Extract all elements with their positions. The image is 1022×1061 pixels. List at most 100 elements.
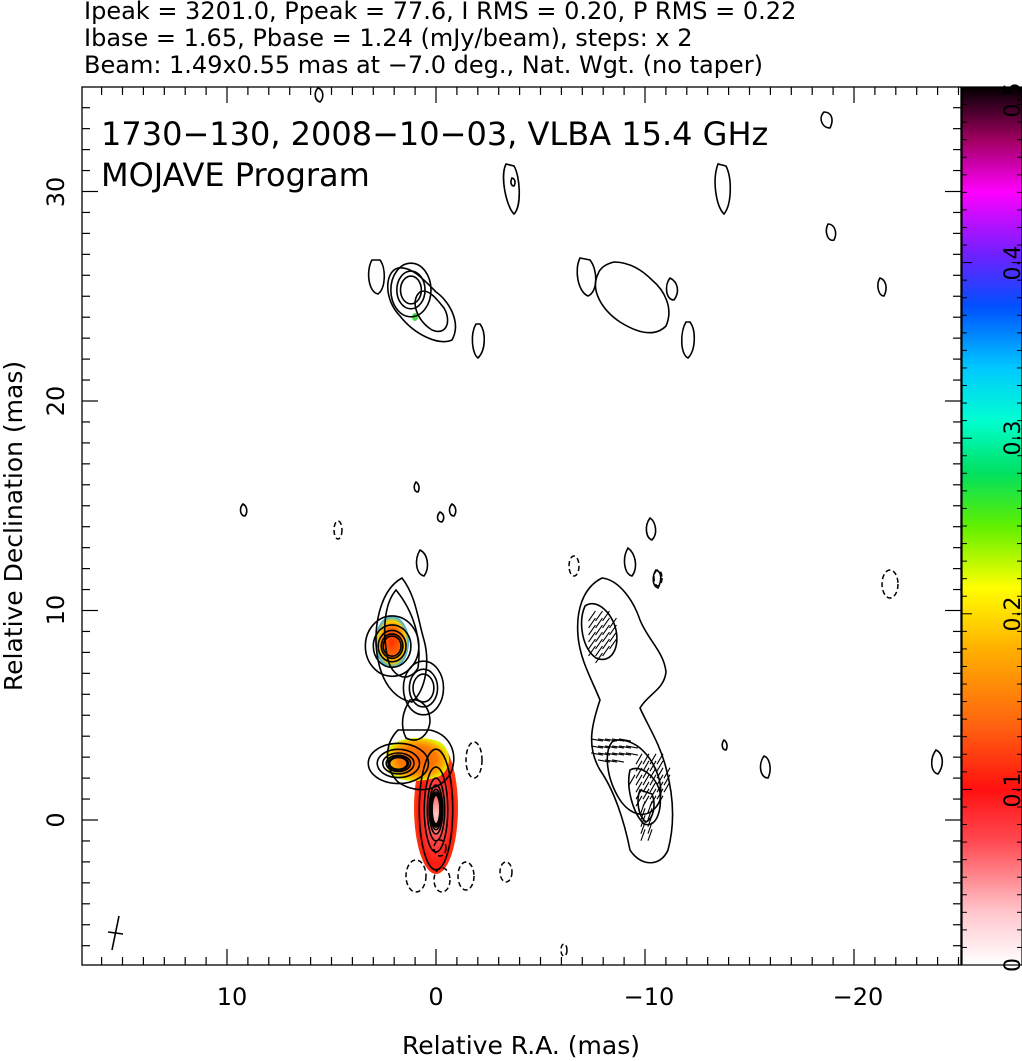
- evpa-stick: [656, 753, 664, 765]
- y-tick-20: 20: [42, 386, 70, 417]
- negative-contour: [499, 861, 513, 883]
- evpa-stick: [642, 781, 650, 793]
- stats-line-1: Ipeak = 3201.0, Ppeak = 77.6, I RMS = 0.…: [84, 0, 796, 25]
- evpa-stick: [642, 788, 650, 800]
- evpa-stick: [609, 638, 617, 650]
- evpa-stick: [656, 760, 664, 772]
- pol-contour: [502, 163, 521, 216]
- evpa-stick: [635, 767, 643, 779]
- evpa-stick: [656, 795, 664, 807]
- evpa-stick: [590, 738, 604, 742]
- intensity-contour: [388, 756, 408, 771]
- intensity-contour: [381, 752, 415, 775]
- evpa-stick: [611, 752, 625, 756]
- evpa-stick: [602, 638, 610, 650]
- colorbar-tick-0.2: 0.2: [1001, 597, 1022, 632]
- pol-contour: [645, 516, 657, 541]
- evpa-stick: [647, 829, 653, 841]
- pol-contour: [415, 548, 429, 577]
- evpa-stick: [595, 652, 603, 664]
- intensity-contour: [375, 576, 428, 703]
- pol-contour: [759, 755, 771, 779]
- intensity-contours: [364, 262, 457, 871]
- intensity-contour: [383, 588, 420, 678]
- intensity-contour: [377, 629, 407, 663]
- evpa-stick: [597, 759, 611, 763]
- evpa-stick: [640, 822, 646, 834]
- evpa-stick: [635, 781, 643, 793]
- intensity-contour: [402, 660, 445, 716]
- pol-contour: [714, 163, 732, 216]
- intensity-contour: [390, 262, 432, 318]
- pol-contour: [665, 276, 679, 301]
- evpa-stick: [649, 774, 657, 786]
- plot-subtitle: MOJAVE Program: [101, 156, 370, 194]
- evpa-stick: [588, 624, 596, 636]
- evpa-stick: [656, 774, 664, 786]
- evpa-stick: [595, 645, 603, 657]
- evpa-stick: [656, 781, 664, 793]
- evpa-stick: [611, 745, 625, 749]
- intensity-contour: [423, 766, 449, 853]
- evpa-stick: [642, 767, 650, 779]
- pol-contour: [820, 111, 833, 129]
- pol-contour: [576, 257, 597, 297]
- pol-contour: [413, 480, 420, 493]
- evpa-stick: [647, 808, 653, 820]
- intensity-contour: [399, 275, 423, 305]
- evpa-stick: [640, 815, 646, 827]
- x-tick-10: 10: [217, 983, 248, 1011]
- negative-contour: [433, 867, 451, 893]
- beam-line: Beam: 1.49x0.55 mas at −7.0 deg., Nat. W…: [84, 51, 763, 79]
- evpa-stick: [649, 767, 657, 779]
- evpa-stick: [588, 645, 596, 657]
- pol-contour: [436, 511, 445, 523]
- intensity-contour: [367, 742, 430, 785]
- evpa-sticks: [588, 610, 671, 841]
- plot-frame: [81, 86, 962, 966]
- evpa-stick: [663, 774, 671, 786]
- x-axis-label: Relative R.A. (mas): [402, 1031, 640, 1060]
- noise-contours: [333, 520, 899, 957]
- evpa-stick: [635, 753, 643, 765]
- pol-contour: [628, 767, 662, 826]
- plot-title: 1730−130, 2008−10−03, VLBA 15.4 GHz: [101, 115, 768, 153]
- evpa-stick: [595, 638, 603, 650]
- evpa-stick: [647, 815, 653, 827]
- negative-contour: [405, 859, 427, 893]
- evpa-stick: [642, 753, 650, 765]
- y-axis-label: Relative Declination (mas): [0, 361, 28, 691]
- evpa-stick: [642, 760, 650, 772]
- colorbar-tick-0.5: 0.5: [1001, 83, 1022, 118]
- evpa-stick: [595, 617, 603, 629]
- stats-line-2: Ibase = 1.65, Pbase = 1.24 (mJy/beam), s…: [84, 24, 693, 52]
- pol-contour: [877, 277, 887, 297]
- evpa-stick: [609, 624, 617, 636]
- evpa-stick: [597, 752, 611, 756]
- evpa-stick: [597, 745, 611, 749]
- polarized-intensity-contours: [239, 87, 944, 864]
- evpa-stick: [590, 745, 604, 749]
- evpa-stick: [618, 738, 632, 742]
- colorbar: [961, 86, 1022, 966]
- pol-contour: [623, 546, 637, 577]
- negative-contour: [333, 520, 343, 540]
- evpa-stick: [588, 638, 596, 650]
- evpa-stick: [588, 610, 596, 622]
- evpa-stick: [663, 781, 671, 793]
- evpa-stick: [618, 752, 632, 756]
- evpa-stick: [604, 759, 618, 763]
- intensity-contour: [387, 267, 457, 343]
- intensity-contour: [414, 290, 449, 333]
- intensity-contour: [376, 748, 421, 779]
- negative-contour: [653, 569, 663, 587]
- evpa-stick: [663, 767, 671, 779]
- evpa-stick: [635, 760, 643, 772]
- evpa-stick: [595, 610, 603, 622]
- evpa-stick: [649, 781, 657, 793]
- intensity-contour: [426, 777, 446, 842]
- evpa-stick: [625, 745, 639, 749]
- colorbar-tick-0.3: 0.3: [1001, 421, 1022, 456]
- pol-contour: [721, 738, 728, 751]
- evpa-stick: [602, 624, 610, 636]
